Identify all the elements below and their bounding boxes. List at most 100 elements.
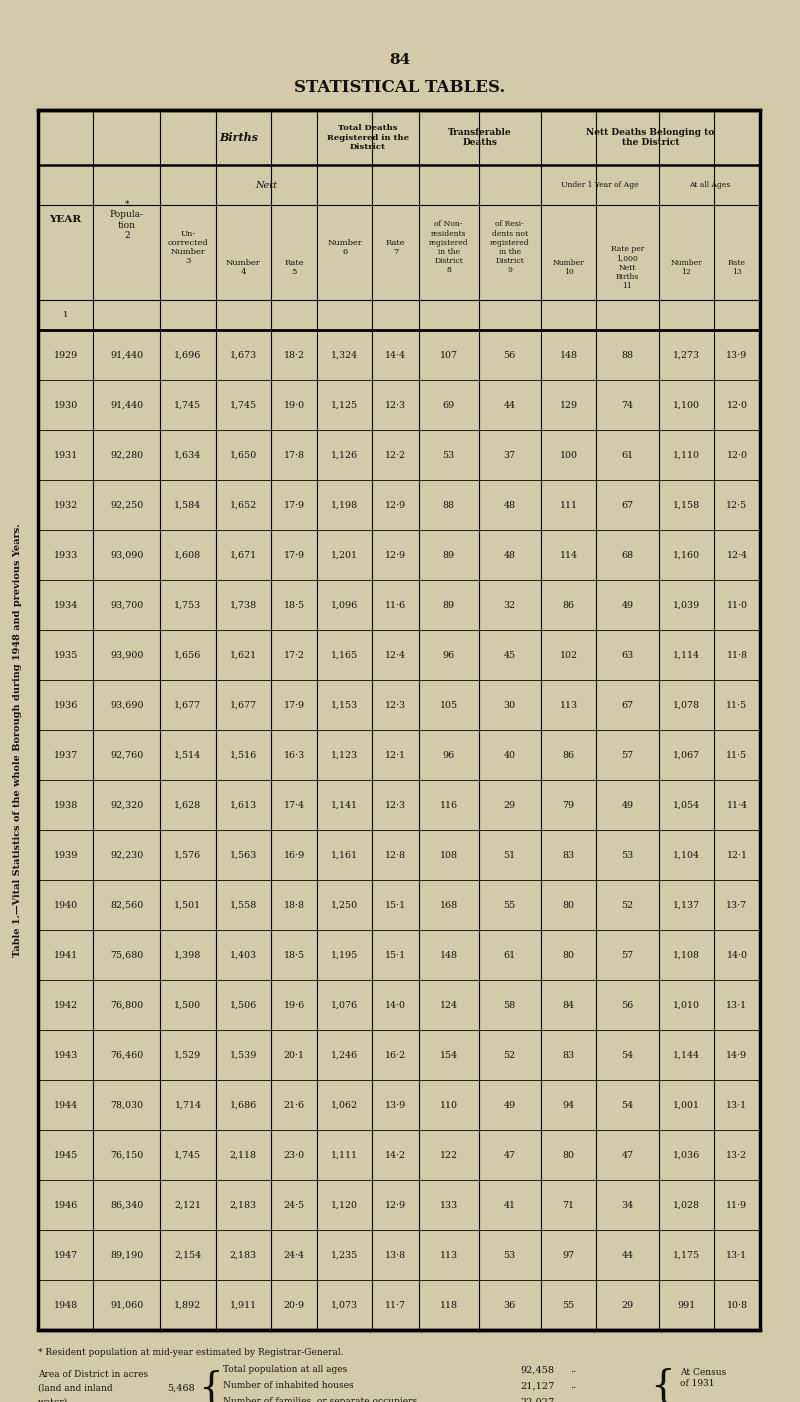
Text: 53: 53 — [622, 851, 634, 859]
Text: 1,100: 1,100 — [673, 401, 700, 409]
Text: 40: 40 — [504, 750, 516, 760]
Text: Total population at all ages: Total population at all ages — [223, 1366, 347, 1374]
Text: 76,800: 76,800 — [110, 1001, 143, 1009]
Text: 1933: 1933 — [54, 551, 78, 559]
Text: 86,340: 86,340 — [110, 1200, 143, 1210]
Text: 1,125: 1,125 — [331, 401, 358, 409]
Text: 14·4: 14·4 — [385, 350, 406, 359]
Text: 1,563: 1,563 — [230, 851, 257, 859]
Text: ..: .. — [570, 1381, 576, 1391]
Text: 1,745: 1,745 — [230, 401, 257, 409]
Text: 1,165: 1,165 — [331, 651, 358, 659]
Text: 15·1: 15·1 — [385, 900, 406, 910]
Text: 1948: 1948 — [54, 1301, 78, 1309]
Text: 54: 54 — [622, 1101, 634, 1109]
Text: 91,440: 91,440 — [110, 401, 143, 409]
Text: 96: 96 — [442, 750, 454, 760]
Text: 41: 41 — [504, 1200, 516, 1210]
Text: 1,514: 1,514 — [174, 750, 202, 760]
Text: 91,440: 91,440 — [110, 350, 143, 359]
Text: Table 1.—Vital Statistics of the whole Borough during 1948 and previous Years.: Table 1.—Vital Statistics of the whole B… — [14, 523, 22, 956]
Text: 154: 154 — [439, 1050, 458, 1060]
Text: 148: 148 — [559, 350, 578, 359]
Text: 45: 45 — [504, 651, 516, 659]
Text: (land and inland: (land and inland — [38, 1384, 113, 1394]
Text: 83: 83 — [562, 851, 574, 859]
Text: 1,892: 1,892 — [174, 1301, 202, 1309]
Text: 53: 53 — [503, 1251, 516, 1259]
Text: 20·1: 20·1 — [283, 1050, 305, 1060]
Text: 1943: 1943 — [54, 1050, 78, 1060]
Text: 110: 110 — [439, 1101, 458, 1109]
Text: 1,144: 1,144 — [673, 1050, 700, 1060]
Text: 107: 107 — [439, 350, 458, 359]
Text: 1,078: 1,078 — [673, 701, 700, 709]
Text: Nett Deaths Belonging to
the District: Nett Deaths Belonging to the District — [586, 128, 714, 147]
Text: 2,183: 2,183 — [230, 1200, 257, 1210]
Text: 89,190: 89,190 — [110, 1251, 143, 1259]
Text: 168: 168 — [439, 900, 458, 910]
Text: 11·6: 11·6 — [385, 600, 406, 610]
Text: 94: 94 — [562, 1101, 574, 1109]
Text: 12·3: 12·3 — [385, 401, 406, 409]
Text: 108: 108 — [439, 851, 458, 859]
Text: Area of District in acres: Area of District in acres — [38, 1370, 148, 1380]
Text: 1,403: 1,403 — [230, 951, 257, 959]
Text: 1,613: 1,613 — [230, 801, 257, 809]
Text: 1,039: 1,039 — [673, 600, 700, 610]
Text: 1,324: 1,324 — [331, 350, 358, 359]
Text: 1946: 1946 — [54, 1200, 78, 1210]
Text: 18·8: 18·8 — [283, 900, 305, 910]
Text: 100: 100 — [559, 450, 578, 460]
Text: 1942: 1942 — [54, 1001, 78, 1009]
Text: 12·1: 12·1 — [726, 851, 747, 859]
Text: 44: 44 — [622, 1251, 634, 1259]
Text: 79: 79 — [562, 801, 574, 809]
Text: 36: 36 — [503, 1301, 516, 1309]
Text: 51: 51 — [504, 851, 516, 859]
Text: 10·8: 10·8 — [726, 1301, 747, 1309]
Text: 1,036: 1,036 — [673, 1151, 700, 1159]
Text: 11·9: 11·9 — [726, 1200, 747, 1210]
Text: 49: 49 — [622, 600, 634, 610]
Text: 1,114: 1,114 — [673, 651, 700, 659]
Text: 24·5: 24·5 — [283, 1200, 305, 1210]
Text: 102: 102 — [559, 651, 578, 659]
Text: 71: 71 — [562, 1200, 574, 1210]
Text: 80: 80 — [562, 951, 574, 959]
Text: 1934: 1934 — [54, 600, 78, 610]
Text: 111: 111 — [559, 501, 578, 509]
Text: 1,126: 1,126 — [331, 450, 358, 460]
Text: Number of families, or separate occupiers: Number of families, or separate occupier… — [223, 1398, 417, 1402]
Text: Number of inhabited houses: Number of inhabited houses — [223, 1381, 354, 1391]
Text: 1,911: 1,911 — [230, 1301, 257, 1309]
Text: 1937: 1937 — [54, 750, 78, 760]
Text: 11·8: 11·8 — [726, 651, 747, 659]
Text: 13·1: 13·1 — [726, 1101, 747, 1109]
Text: 18·2: 18·2 — [283, 350, 305, 359]
Text: 1,516: 1,516 — [230, 750, 257, 760]
Text: 12·4: 12·4 — [385, 651, 406, 659]
Text: 1,111: 1,111 — [331, 1151, 358, 1159]
Text: At all Ages: At all Ages — [689, 181, 730, 189]
Text: 37: 37 — [504, 450, 516, 460]
Text: 32: 32 — [504, 600, 516, 610]
Bar — [38, 109, 760, 1330]
Text: 1930: 1930 — [54, 401, 78, 409]
Text: 23·0: 23·0 — [283, 1151, 305, 1159]
Text: 1,076: 1,076 — [331, 1001, 358, 1009]
Text: 1,529: 1,529 — [174, 1050, 202, 1060]
Text: 11·5: 11·5 — [726, 750, 747, 760]
Text: ..: .. — [570, 1366, 576, 1374]
Text: 1,539: 1,539 — [230, 1050, 257, 1060]
Text: 52: 52 — [622, 900, 634, 910]
Text: 14·2: 14·2 — [385, 1151, 406, 1159]
Text: 12·5: 12·5 — [726, 501, 747, 509]
Text: 1,123: 1,123 — [331, 750, 358, 760]
Text: STATISTICAL TABLES.: STATISTICAL TABLES. — [294, 80, 506, 97]
Text: 1944: 1944 — [54, 1101, 78, 1109]
Text: water): water) — [38, 1398, 68, 1402]
Text: 1,745: 1,745 — [174, 1151, 202, 1159]
Text: 21·6: 21·6 — [283, 1101, 305, 1109]
Text: 1,500: 1,500 — [174, 1001, 202, 1009]
